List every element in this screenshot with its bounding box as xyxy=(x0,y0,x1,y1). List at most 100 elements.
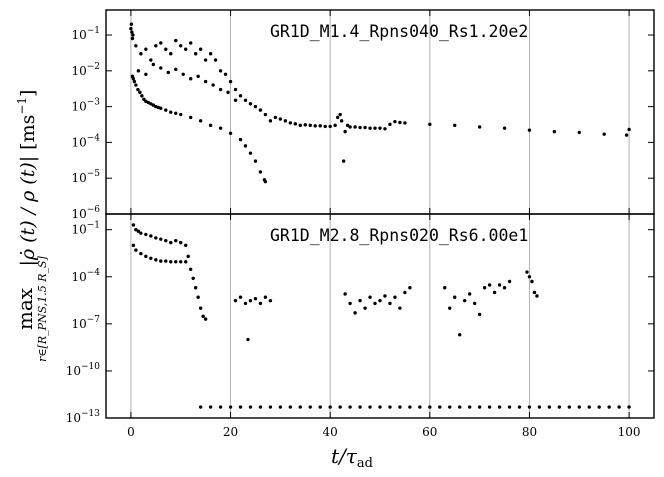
data-point xyxy=(627,405,631,409)
data-point xyxy=(181,72,185,76)
data-point xyxy=(144,72,148,76)
data-point xyxy=(223,72,228,76)
data-point xyxy=(383,294,387,298)
data-point xyxy=(258,405,263,409)
top-gridlines xyxy=(130,10,630,214)
y-tick-label: 10−1 xyxy=(71,221,100,237)
data-point xyxy=(587,405,591,409)
data-point xyxy=(438,405,442,409)
data-point xyxy=(403,121,407,125)
y-tick-label: 10−3 xyxy=(71,98,100,114)
data-point xyxy=(577,405,581,409)
data-point xyxy=(179,240,183,245)
y-axis-label-range: r∈[R_PNS,1.5 R_S] xyxy=(36,255,49,361)
top-panel: 10−6 10−5 10−4 10−3 10−2 10−1 GR1D_M1.4_Rpns0… xyxy=(71,9,655,221)
data-point xyxy=(174,111,178,116)
data-point xyxy=(253,297,258,301)
data-point xyxy=(268,298,273,303)
data-point xyxy=(497,405,502,409)
data-point xyxy=(203,317,208,321)
data-point xyxy=(448,405,452,409)
data-point xyxy=(164,238,168,243)
data-point xyxy=(144,47,148,51)
data-point xyxy=(624,133,629,137)
data-point xyxy=(188,115,193,120)
x-tick-label: 100 xyxy=(618,425,641,439)
data-point xyxy=(154,258,158,262)
data-point xyxy=(373,126,377,130)
data-point xyxy=(373,301,377,306)
data-point xyxy=(368,295,372,299)
data-point xyxy=(313,124,317,128)
data-point xyxy=(358,298,362,303)
top-x-ticks xyxy=(130,10,630,214)
data-point xyxy=(238,137,243,142)
data-point xyxy=(343,292,347,296)
data-point xyxy=(186,254,190,259)
data-point xyxy=(323,124,327,129)
top-data-points xyxy=(129,22,631,184)
data-point xyxy=(149,234,153,238)
data-point xyxy=(303,123,307,127)
data-point xyxy=(502,126,507,130)
data-point xyxy=(228,405,233,409)
data-point xyxy=(164,108,168,112)
data-point xyxy=(174,238,178,243)
data-point xyxy=(398,306,402,310)
data-point xyxy=(537,405,542,409)
data-point xyxy=(527,128,532,132)
data-point xyxy=(487,405,492,409)
bottom-data-points xyxy=(131,223,631,409)
data-point xyxy=(502,286,507,290)
data-point xyxy=(188,267,193,271)
data-point xyxy=(139,251,143,256)
data-point xyxy=(308,405,312,409)
data-point xyxy=(201,314,205,319)
bottom-panel: 10−13 10−10 10−7 10−4 10−1 0 20 40 60 80 100 GR1D… xyxy=(66,213,655,439)
data-point xyxy=(462,298,467,303)
data-point xyxy=(403,290,407,295)
data-point xyxy=(353,125,357,129)
data-point xyxy=(527,275,532,279)
data-point xyxy=(159,41,163,45)
data-point xyxy=(258,301,263,306)
y-tick-label: 10−13 xyxy=(66,409,101,425)
data-point xyxy=(467,405,472,409)
data-point xyxy=(130,36,135,41)
data-point xyxy=(131,77,136,81)
y-axis-label-unit-close: ] xyxy=(17,90,39,97)
data-point xyxy=(134,83,138,87)
y-tick-label: 10−5 xyxy=(71,169,100,185)
data-point xyxy=(253,159,258,163)
data-point xyxy=(348,301,352,306)
bottom-gridlines xyxy=(130,214,630,418)
data-point xyxy=(179,44,183,48)
y-axis-label: max r∈[R_PNS,1.5 R_S] |ρ̇ (t) / ρ (t)| [m… xyxy=(13,90,49,362)
data-point xyxy=(169,52,173,56)
data-point xyxy=(288,121,293,125)
data-point xyxy=(208,405,213,409)
data-point xyxy=(368,126,372,130)
x-tick-label: 20 xyxy=(223,425,238,439)
data-point xyxy=(487,283,492,287)
bottom-x-ticks xyxy=(130,214,630,418)
data-point xyxy=(567,405,572,409)
data-point xyxy=(363,306,367,310)
data-point xyxy=(213,58,218,62)
data-point xyxy=(453,123,457,128)
data-point xyxy=(293,122,298,126)
bottom-frame xyxy=(105,213,655,419)
data-point xyxy=(288,405,293,409)
data-point xyxy=(607,405,611,409)
data-point xyxy=(263,179,268,184)
data-point xyxy=(164,47,168,51)
data-point xyxy=(248,298,253,303)
data-point xyxy=(131,33,135,37)
data-point xyxy=(193,52,198,56)
data-point xyxy=(557,405,562,409)
data-point xyxy=(443,286,447,290)
data-point xyxy=(383,127,387,131)
data-point xyxy=(188,77,193,81)
data-point xyxy=(617,405,621,409)
data-point xyxy=(188,41,193,45)
